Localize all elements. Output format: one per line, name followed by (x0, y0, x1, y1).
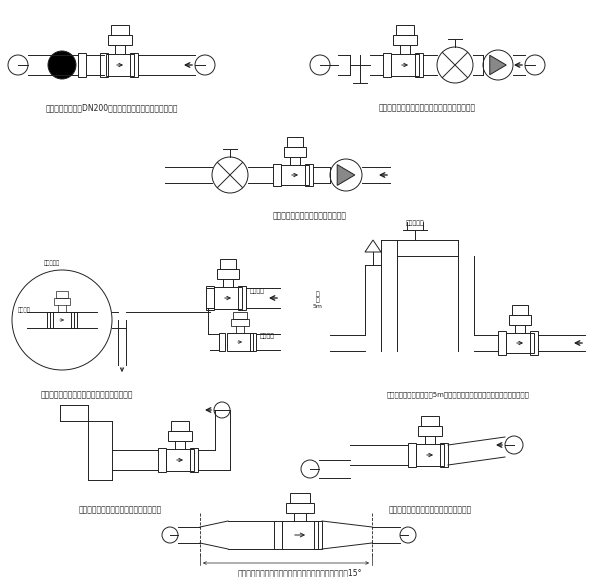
Bar (217, 269, 239, 279)
Bar (47, 312, 53, 328)
Bar (512, 305, 528, 315)
Bar (421, 416, 439, 426)
Bar (440, 443, 448, 467)
Text: 管道最高点: 管道最高点 (44, 260, 60, 266)
Bar (250, 333, 256, 351)
Text: 敦口潜入或排放流量计安装在管道低段区: 敦口潜入或排放流量计安装在管道低段区 (78, 505, 161, 515)
Bar (130, 53, 138, 77)
Polygon shape (337, 164, 355, 185)
Bar (111, 25, 129, 35)
Bar (220, 259, 236, 269)
Bar (305, 164, 313, 186)
Bar (383, 53, 391, 77)
Text: 自动排气孔: 自动排气孔 (405, 220, 424, 226)
Bar (314, 521, 322, 549)
Bar (391, 54, 419, 76)
Bar (287, 137, 303, 147)
Bar (233, 312, 247, 319)
Bar (290, 493, 310, 503)
Bar (227, 333, 253, 351)
Bar (231, 319, 249, 326)
Text: 为避免夹带气体引起测量误差，流量计的安装: 为避免夹带气体引起测量误差，流量计的安装 (41, 391, 133, 399)
Bar (190, 448, 198, 472)
Text: 合理位置: 合理位置 (260, 334, 275, 339)
Bar (498, 331, 506, 355)
Bar (530, 331, 538, 355)
Text: 为防止真空，流量计应装在泵的后面: 为防止真空，流量计应装在泵的后面 (273, 212, 347, 220)
Bar (286, 503, 314, 513)
Bar (71, 312, 77, 328)
Bar (108, 35, 132, 45)
Text: 阀下管道: 阀下管道 (18, 308, 31, 313)
Bar (100, 53, 108, 77)
Bar (273, 164, 281, 186)
Bar (168, 431, 192, 441)
Text: 长管线上控制阀和切断阀要安装在流量计的下游: 长管线上控制阀和切断阀要安装在流量计的下游 (378, 103, 476, 113)
Text: 在大口径流量计（DN200以上）安装管线上要加接弹性管件: 在大口径流量计（DN200以上）安装管线上要加接弹性管件 (46, 103, 178, 113)
Bar (408, 443, 416, 467)
Bar (166, 449, 194, 471)
Bar (106, 54, 134, 76)
Text: 最低位置: 最低位置 (250, 288, 265, 294)
Text: 水平管道流量计安装在稍稍向上的管道区: 水平管道流量计安装在稍稍向上的管道区 (388, 505, 472, 515)
Bar (50, 312, 74, 328)
Bar (56, 291, 68, 298)
Bar (219, 333, 225, 351)
Text: 落
差
5m: 落 差 5m (313, 291, 323, 309)
Circle shape (48, 51, 76, 79)
Bar (78, 53, 86, 77)
Bar (416, 444, 444, 466)
Bar (206, 286, 214, 310)
Text: 为防止真空，落差管超过5m长时要在流量计下流最高位置上装自动排气阀: 为防止真空，落差管超过5m长时要在流量计下流最高位置上装自动排气阀 (387, 392, 529, 398)
Bar (509, 315, 531, 325)
Bar (171, 421, 189, 431)
Bar (158, 448, 166, 472)
Bar (274, 521, 282, 549)
Bar (214, 287, 242, 309)
Bar (238, 286, 246, 310)
Text: 流量计上下游管道为异径管时，异径管中心锥角应小于15°: 流量计上下游管道为异径管时，异径管中心锥角应小于15° (238, 568, 362, 577)
Bar (506, 333, 534, 353)
Bar (415, 53, 423, 77)
Bar (282, 521, 318, 549)
Bar (393, 35, 417, 45)
Bar (284, 147, 306, 157)
Bar (281, 165, 309, 185)
Bar (396, 25, 414, 35)
Polygon shape (490, 55, 506, 75)
Bar (54, 298, 70, 305)
Bar (418, 426, 442, 436)
